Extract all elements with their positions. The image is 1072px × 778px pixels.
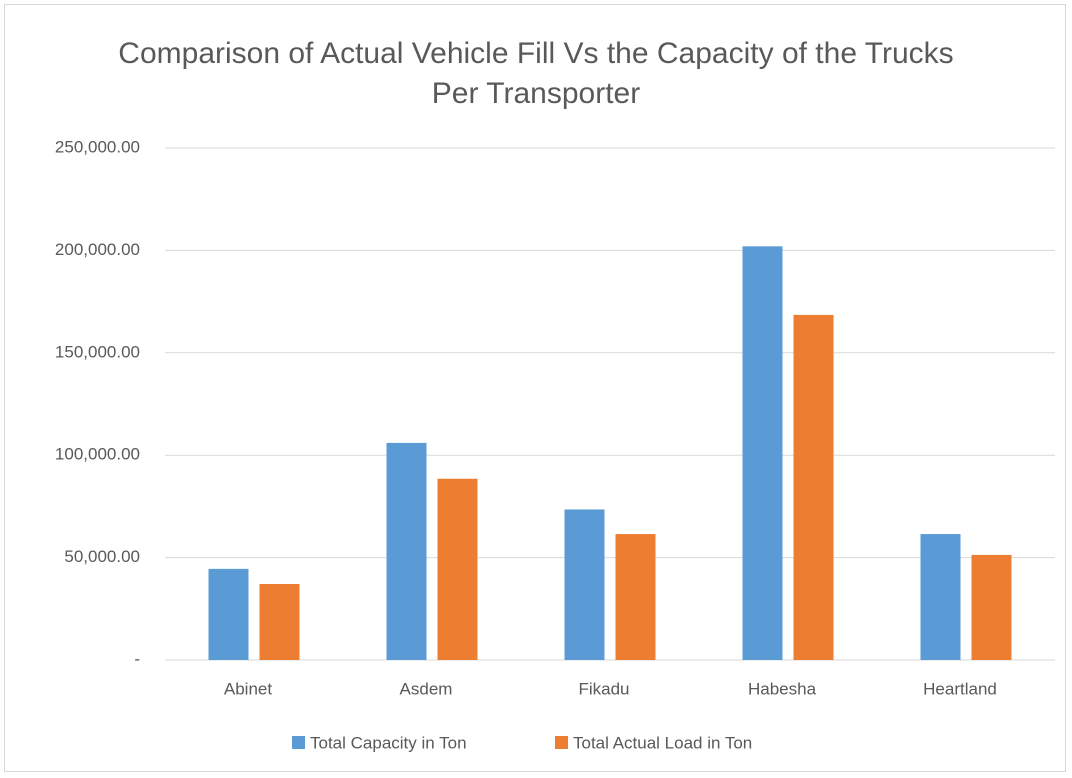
x-tick-label: Fikadu: [578, 679, 629, 698]
bar: [971, 554, 1012, 660]
y-tick-label: 150,000.00: [55, 342, 140, 361]
y-tick-label: 200,000.00: [55, 240, 140, 259]
x-tick-label: Habesha: [748, 679, 817, 698]
y-tick-label: 50,000.00: [64, 547, 140, 566]
legend-label: Total Capacity in Ton: [310, 733, 467, 752]
y-tick-label: -: [134, 649, 140, 668]
y-tick-label: 250,000.00: [55, 137, 140, 156]
bar: [564, 509, 605, 660]
bar: [615, 534, 656, 660]
bar: [259, 584, 300, 660]
bar: [920, 534, 961, 660]
bar: [437, 478, 478, 660]
chart-title: Comparison of Actual Vehicle Fill Vs the…: [118, 37, 954, 110]
bar: [386, 442, 427, 660]
x-tick-label: Abinet: [224, 679, 272, 698]
x-tick-label: Asdem: [400, 679, 453, 698]
chart-frame: [4, 4, 1066, 772]
bar: [742, 246, 783, 660]
legend-swatch: [555, 736, 568, 749]
bar: [208, 568, 249, 660]
y-tick-label: 100,000.00: [55, 445, 140, 464]
bar: [793, 314, 834, 660]
legend-label: Total Actual Load in Ton: [573, 733, 752, 752]
legend-swatch: [292, 736, 305, 749]
x-tick-label: Heartland: [923, 679, 997, 698]
